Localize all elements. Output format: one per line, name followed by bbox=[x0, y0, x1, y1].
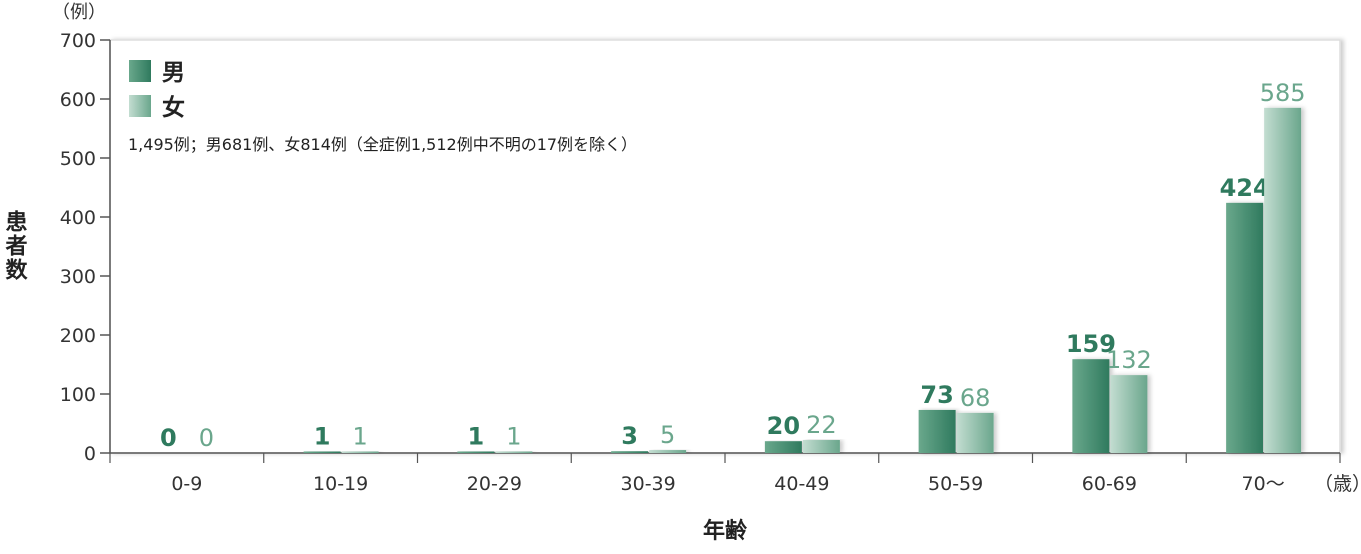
data-label-female: 0 bbox=[199, 424, 214, 452]
y-tick-label: 200 bbox=[60, 325, 96, 347]
x-unit: （歳） bbox=[1314, 473, 1361, 495]
y-axis-title: 患者数 bbox=[2, 209, 29, 282]
bar-female bbox=[802, 440, 840, 453]
bar-female bbox=[649, 450, 687, 453]
bar-female bbox=[1264, 107, 1302, 453]
y-tick-label: 700 bbox=[60, 30, 96, 52]
bar-male bbox=[457, 451, 495, 453]
legend-swatch-female bbox=[129, 95, 151, 117]
y-tick-label: 600 bbox=[60, 89, 96, 111]
x-axis-title: 年齢 bbox=[703, 518, 748, 544]
y-tick-label: 300 bbox=[60, 266, 96, 288]
data-label-female: 68 bbox=[960, 384, 991, 412]
data-label-male: 1 bbox=[468, 423, 485, 451]
data-label-male: 20 bbox=[767, 412, 800, 440]
bar-female bbox=[495, 451, 533, 453]
x-tick-label: 10-19 bbox=[313, 473, 368, 495]
data-label-female: 1 bbox=[506, 423, 521, 451]
bar-male bbox=[764, 441, 802, 453]
data-label-female: 22 bbox=[806, 411, 837, 439]
data-label-female: 585 bbox=[1260, 79, 1306, 107]
bar-female bbox=[956, 412, 994, 453]
data-label-male: 1 bbox=[314, 423, 331, 451]
data-label-female: 1 bbox=[352, 423, 367, 451]
data-label-male: 73 bbox=[920, 381, 953, 409]
data-label-male: 3 bbox=[621, 422, 638, 450]
bar-male bbox=[303, 451, 341, 453]
y-tick-label: 100 bbox=[60, 384, 96, 406]
annotation: 1,495例；男681例、女814例（全症例1,512例中不明の17例を除く） bbox=[128, 135, 637, 154]
y-tick-label: 400 bbox=[60, 207, 96, 229]
y-tick-label: 0 bbox=[84, 443, 96, 465]
bar-female bbox=[341, 451, 379, 453]
x-tick-label: 40-49 bbox=[774, 473, 829, 495]
plot-area bbox=[109, 39, 1341, 454]
x-tick-label: 60-69 bbox=[1082, 473, 1137, 495]
bar-male bbox=[611, 451, 649, 453]
legend-swatch-male bbox=[129, 60, 151, 82]
y-tick-label: 500 bbox=[60, 148, 96, 170]
x-tick-label: 0-9 bbox=[171, 473, 202, 495]
x-tick-label: 50-59 bbox=[928, 473, 983, 495]
legend-label-male: 男 bbox=[162, 60, 185, 86]
data-label-female: 5 bbox=[660, 421, 675, 449]
bar-male bbox=[1072, 359, 1110, 453]
x-tick-label: 70～ bbox=[1242, 473, 1285, 495]
data-label-male: 0 bbox=[160, 424, 177, 452]
bar-male bbox=[1226, 202, 1264, 453]
legend-label-female: 女 bbox=[162, 94, 185, 121]
x-tick-label: 30-39 bbox=[621, 473, 676, 495]
bar-male bbox=[918, 409, 956, 453]
data-label-female: 132 bbox=[1106, 346, 1152, 374]
data-label-male: 159 bbox=[1066, 330, 1116, 358]
bar-female bbox=[1110, 375, 1148, 453]
data-label-male: 424 bbox=[1220, 174, 1270, 202]
y-unit: （例） bbox=[52, 2, 106, 23]
x-tick-label: 20-29 bbox=[467, 473, 522, 495]
